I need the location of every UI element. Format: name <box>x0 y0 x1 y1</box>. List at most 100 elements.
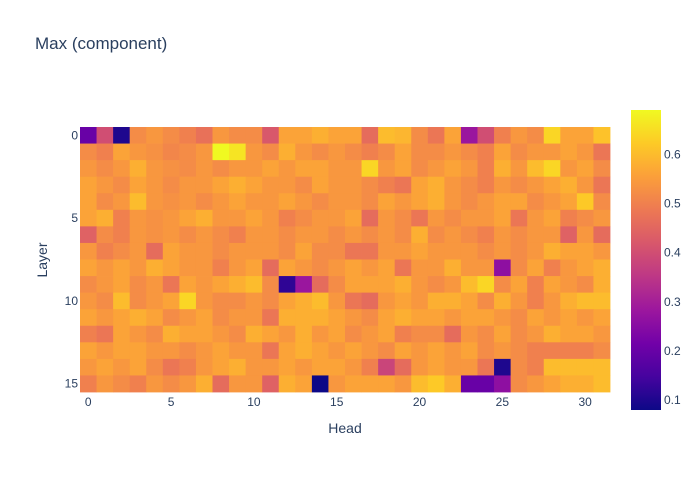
heatmap-cell <box>129 259 147 277</box>
heatmap-cell <box>311 259 329 277</box>
heatmap-cell <box>212 160 230 178</box>
heatmap-cell <box>444 309 462 327</box>
heatmap-cell <box>80 276 97 294</box>
heatmap-cell <box>113 342 131 360</box>
heatmap-cell <box>494 292 512 310</box>
heatmap-cell <box>460 358 478 376</box>
heatmap-cell <box>146 193 164 211</box>
heatmap-cell <box>129 325 147 343</box>
heatmap-cell <box>378 358 396 376</box>
heatmap-cell <box>576 325 594 343</box>
heatmap-cell <box>229 193 247 211</box>
heatmap-cell <box>96 127 114 144</box>
heatmap-cell <box>295 276 313 294</box>
heatmap-cell <box>96 176 114 194</box>
heatmap-cell <box>195 325 213 343</box>
heatmap-cell <box>146 292 164 310</box>
heatmap-cell <box>576 193 594 211</box>
heatmap-cell <box>576 276 594 294</box>
heatmap-cell <box>593 242 611 260</box>
heatmap-cell <box>113 226 131 244</box>
heatmap-cell <box>361 226 379 244</box>
heatmap-cell <box>345 226 362 244</box>
heatmap-cell <box>543 342 561 360</box>
heatmap-cell <box>361 176 379 194</box>
colorbar-tick-label: 0.1 <box>664 393 681 407</box>
heatmap-cell <box>510 242 528 260</box>
heatmap-cell <box>444 259 462 277</box>
heatmap-cell <box>427 226 445 244</box>
heatmap-cell <box>311 375 329 393</box>
heatmap-cell <box>543 226 561 244</box>
heatmap-cell <box>129 242 147 260</box>
heatmap-cell <box>245 342 263 360</box>
heatmap-cell <box>245 160 263 178</box>
heatmap-cell <box>378 242 396 260</box>
heatmap-cell <box>179 160 197 178</box>
heatmap-cell <box>146 358 164 376</box>
heatmap-cell <box>560 127 578 144</box>
heatmap-cell <box>96 193 114 211</box>
heatmap-cell <box>295 226 313 244</box>
heatmap-cell <box>179 127 197 144</box>
heatmap-cell <box>245 259 263 277</box>
heatmap-cell <box>527 143 545 161</box>
heatmap-cell <box>146 226 164 244</box>
heatmap-cell <box>593 127 611 144</box>
heatmap-cell <box>411 143 429 161</box>
heatmap-cell <box>311 276 329 294</box>
heatmap-cell <box>427 209 445 227</box>
heatmap-cell <box>295 176 313 194</box>
heatmap-cell <box>394 143 412 161</box>
heatmap-cell <box>295 209 313 227</box>
heatmap-cell <box>212 226 230 244</box>
heatmap-cell <box>311 193 329 211</box>
heatmap-cell <box>394 375 412 393</box>
heatmap-cell <box>229 358 247 376</box>
heatmap-cell <box>394 259 412 277</box>
heatmap-cell <box>278 193 296 211</box>
heatmap-cell <box>510 226 528 244</box>
heatmap-cell <box>328 358 346 376</box>
heatmap-cell <box>593 375 611 393</box>
heatmap-cell <box>229 259 247 277</box>
heatmap-cell <box>146 276 164 294</box>
heatmap-cell <box>229 375 247 393</box>
heatmap-cell <box>427 375 445 393</box>
heatmap-cell <box>295 160 313 178</box>
heatmap-cell <box>278 325 296 343</box>
heatmap-cell <box>80 226 97 244</box>
heatmap-cell <box>560 143 578 161</box>
heatmap-cell <box>195 226 213 244</box>
heatmap-cell <box>328 127 346 144</box>
y-axis-ticks: 0 5 10 15 <box>65 128 79 390</box>
heatmap-cell <box>129 176 147 194</box>
heatmap-cell <box>179 325 197 343</box>
heatmap-cell <box>345 375 362 393</box>
heatmap-cell <box>378 226 396 244</box>
heatmap-cell <box>162 209 180 227</box>
heatmap-cell <box>113 193 131 211</box>
heatmap-cell <box>460 342 478 360</box>
heatmap-cell <box>394 358 412 376</box>
heatmap-cell <box>195 292 213 310</box>
heatmap-cell <box>96 259 114 277</box>
heatmap-cell <box>460 259 478 277</box>
heatmap-cell <box>162 259 180 277</box>
heatmap-cell <box>460 309 478 327</box>
heatmap-cell <box>311 209 329 227</box>
heatmap-cell <box>345 259 362 277</box>
heatmap-cell <box>345 209 362 227</box>
heatmap-cell <box>278 209 296 227</box>
heatmap-cell <box>162 143 180 161</box>
heatmap-cell <box>394 226 412 244</box>
heatmap-cell <box>477 342 495 360</box>
heatmap-cell <box>378 292 396 310</box>
heatmap-cell <box>560 176 578 194</box>
heatmap-cell <box>162 193 180 211</box>
heatmap-cell <box>80 292 97 310</box>
heatmap-cell <box>295 259 313 277</box>
heatmap-cell <box>262 325 280 343</box>
heatmap-cell <box>427 193 445 211</box>
heatmap-cell <box>444 143 462 161</box>
